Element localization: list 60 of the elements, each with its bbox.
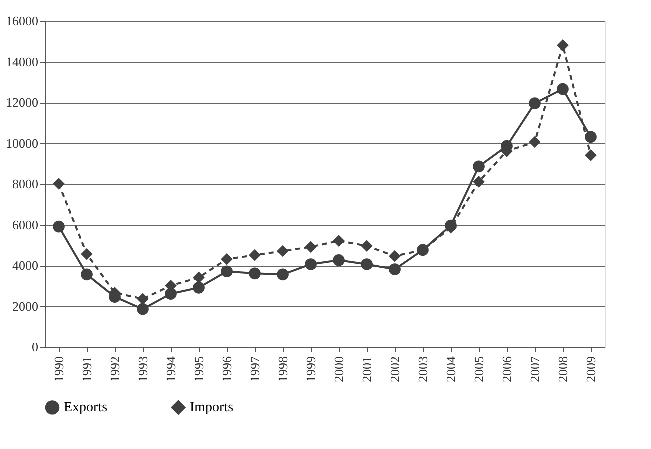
x-tick-label: 1994 [164,356,178,382]
point [389,264,401,276]
y-tick-label: 4000 [12,258,38,273]
legend-label: Imports [190,400,234,416]
point [585,131,597,144]
point [221,253,233,266]
point [193,282,205,294]
y-tick-label: 10000 [6,136,38,151]
x-tick-label: 2004 [444,356,458,382]
y-tick-label: 12000 [6,95,38,110]
point [193,272,205,284]
point [81,248,93,260]
point [221,266,233,278]
point [305,241,317,254]
point [277,245,289,258]
x-tick-label: 2002 [388,356,402,382]
x-tick-label: 2000 [332,356,346,382]
y-tick-label: 2000 [12,298,38,314]
x-tick-label: 1997 [248,356,262,382]
y-tick-label: 0 [32,340,38,354]
x-tick-label: 2006 [500,356,514,382]
point [305,258,317,270]
x-tick-label: 1995 [192,356,206,382]
point [473,160,485,173]
x-tick-label: 1993 [136,356,150,382]
x-tick-label: 2008 [556,356,570,382]
legend-label: Exports [64,400,108,416]
point [389,250,401,262]
y-tick-label: 14000 [6,54,38,70]
x-tick-label: 2001 [360,356,374,382]
point [557,83,569,96]
point [529,98,541,110]
point [53,220,65,233]
point [557,40,569,52]
x-tick-label: 1999 [304,356,318,382]
x-tick-label: 2005 [472,356,486,382]
y-tick-label: 6000 [12,217,38,232]
x-tick-label: 1998 [276,356,290,382]
y-tick-label: 8000 [12,176,38,192]
point [333,235,345,247]
x-tick-label: 1996 [220,356,234,382]
point [361,240,373,252]
point [529,136,541,148]
point [277,268,289,281]
x-tick-label: 2009 [584,356,598,382]
point [333,254,345,266]
x-tick-label: 1992 [108,356,122,382]
point [361,258,373,270]
point [473,176,485,188]
y-tick-label: 16000 [6,14,38,28]
x-tick-label: 1991 [80,356,94,382]
point [249,268,261,280]
x-tick-label: 2003 [416,356,430,382]
point [249,249,261,262]
point [585,150,597,162]
point [53,178,65,190]
x-tick-label: 1990 [52,356,66,382]
point [137,303,149,316]
x-tick-label: 2007 [528,356,542,382]
point [81,268,93,281]
